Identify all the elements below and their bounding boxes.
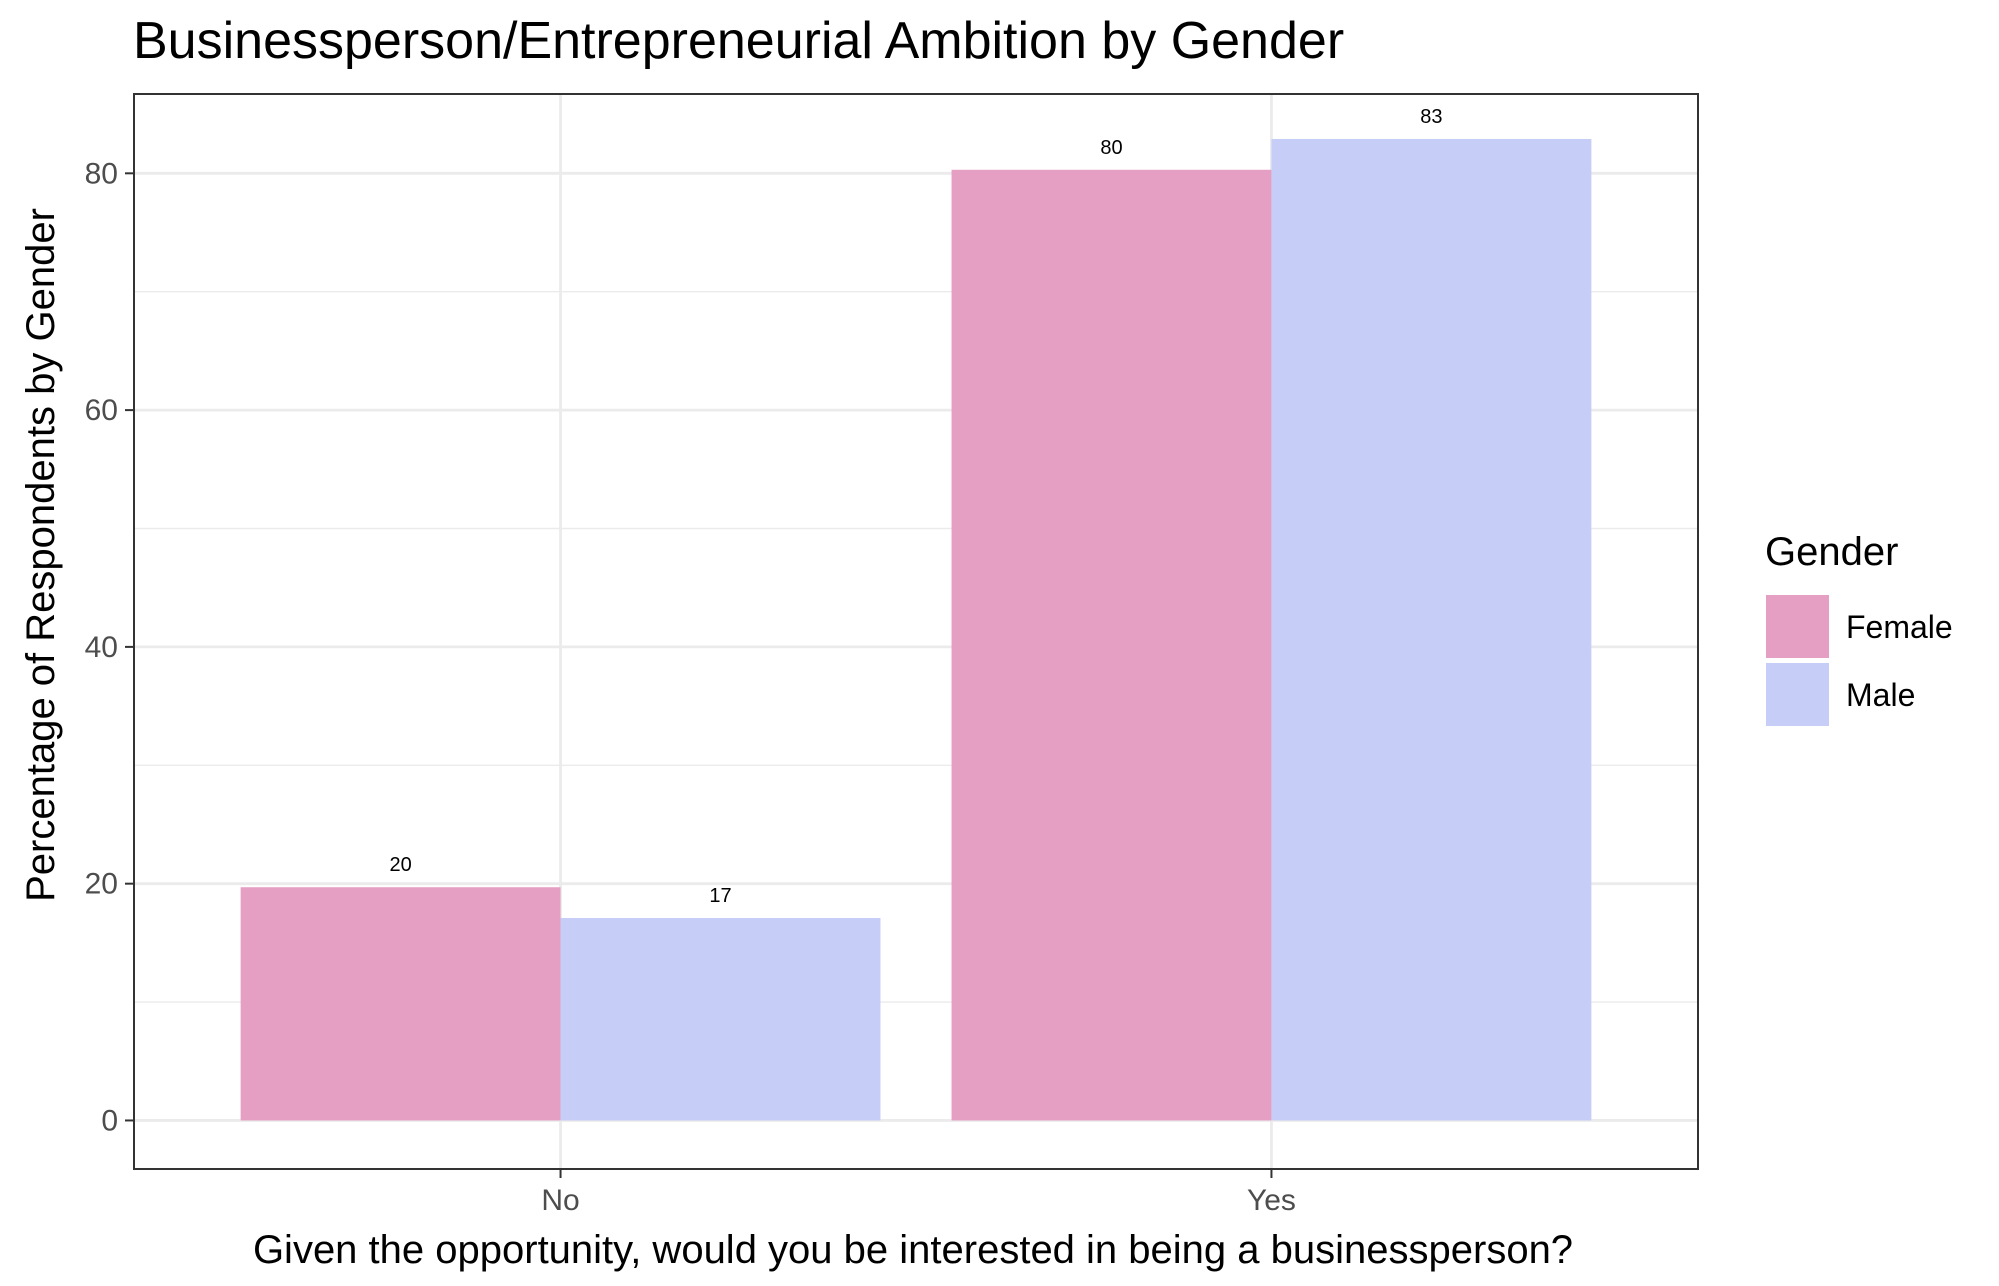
x-axis: No Yes [541, 1169, 1296, 1217]
bar-male-no [560, 918, 881, 1121]
data-label-female-yes: 80 [1100, 137, 1122, 159]
bar-value-labels: 20 17 80 83 [389, 106, 1442, 907]
y-tick-label: 60 [85, 394, 118, 427]
bar-female-yes [951, 169, 1272, 1121]
legend-key-female [1766, 595, 1829, 658]
y-tick-label: 20 [85, 868, 118, 901]
x-tick-label-no: No [541, 1184, 579, 1217]
plot-panel: 20 17 80 83 [133, 93, 1699, 1170]
y-tick-label: 40 [85, 631, 118, 664]
y-tick-label: 0 [101, 1104, 118, 1137]
y-axis-title: Percentage of Respondents by Gender [19, 208, 63, 902]
bar-female-no [240, 887, 561, 1121]
bars [240, 138, 1592, 1121]
chart-title: Businessperson/Entrepreneurial Ambition … [133, 12, 1344, 70]
x-tick-label-yes: Yes [1247, 1184, 1296, 1217]
legend: Gender Female Male [1765, 530, 1953, 726]
y-tick-label: 80 [85, 157, 118, 190]
data-label-male-yes: 83 [1420, 106, 1442, 128]
legend-label-male: Male [1846, 677, 1915, 713]
bar-male-yes [1271, 138, 1592, 1121]
legend-title: Gender [1765, 530, 1898, 574]
legend-key-male [1766, 663, 1829, 726]
panel-border [133, 93, 1699, 1170]
data-label-female-no: 20 [389, 854, 411, 876]
y-axis: 0 20 40 60 80 [85, 157, 134, 1137]
x-axis-title: Given the opportunity, would you be inte… [253, 1228, 1573, 1272]
legend-label-female: Female [1846, 609, 1953, 645]
data-label-male-no: 17 [709, 885, 731, 907]
